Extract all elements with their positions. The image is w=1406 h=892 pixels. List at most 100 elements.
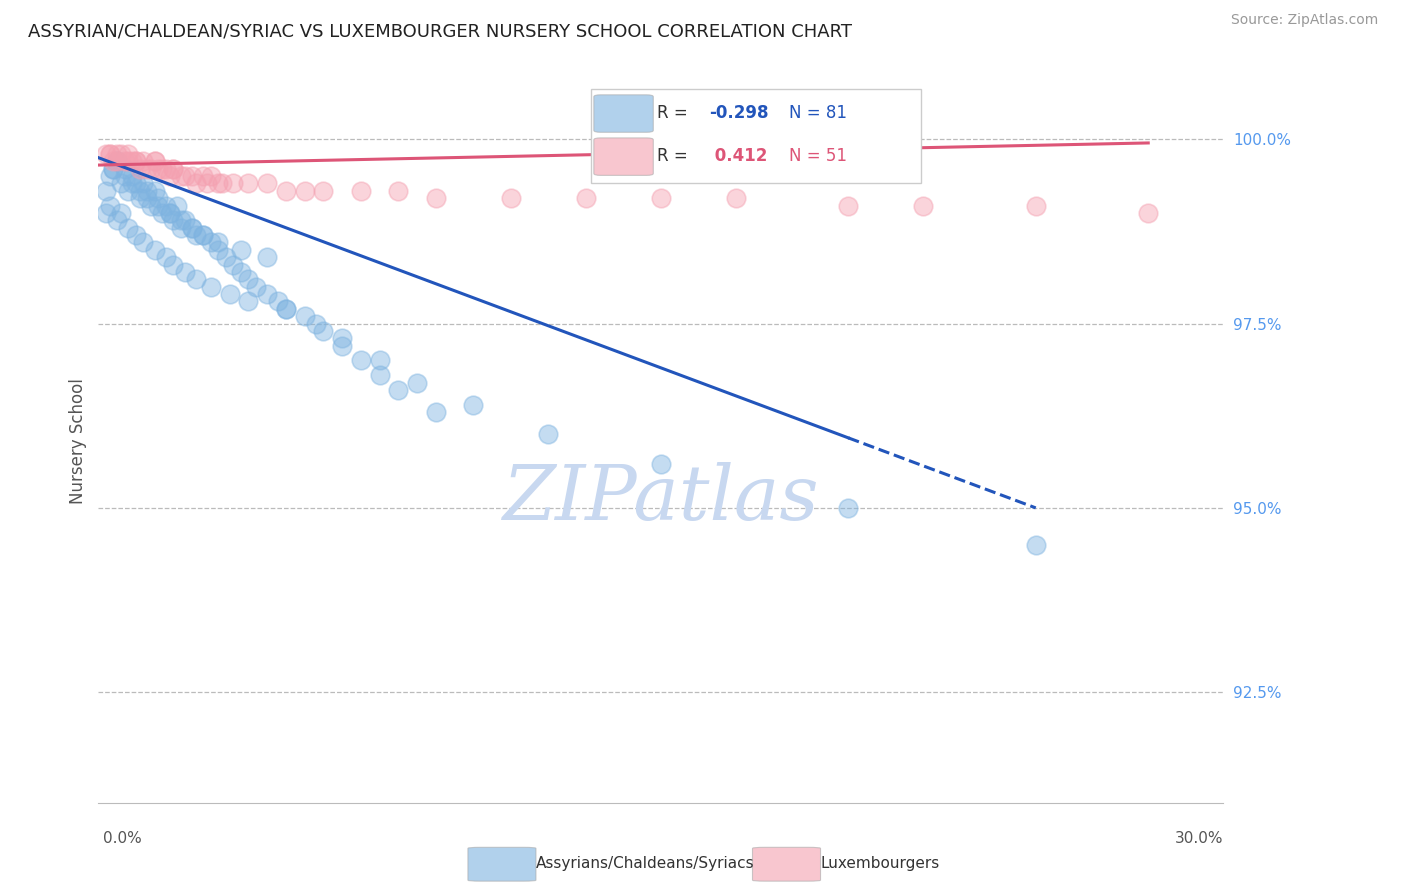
Point (274, 301, 297, 316)
Point (312, 324, 335, 338)
Point (170, 220, 193, 235)
Point (105, 154, 128, 169)
Point (114, 154, 136, 169)
Point (150, 161, 173, 176)
Point (207, 235, 229, 250)
Point (110, 147, 132, 161)
Point (425, 191, 447, 205)
Point (143, 184, 166, 198)
Point (215, 250, 238, 264)
Point (193, 228, 215, 243)
Point (1025, 199, 1047, 213)
Point (125, 154, 148, 169)
Point (195, 177, 218, 191)
Point (245, 279, 267, 293)
Point (387, 184, 409, 198)
Point (117, 220, 139, 235)
Point (173, 169, 195, 183)
Point (94, 206, 117, 220)
Point (103, 154, 125, 169)
Point (128, 191, 150, 205)
Point (98, 147, 121, 161)
Point (837, 500, 859, 515)
Point (294, 184, 316, 198)
Point (368, 368, 391, 383)
Point (159, 169, 181, 183)
Point (1025, 538, 1047, 552)
Point (128, 161, 150, 176)
Point (330, 331, 353, 345)
Point (256, 287, 278, 301)
Point (132, 154, 155, 169)
Point (94, 184, 117, 198)
Text: Source: ZipAtlas.com: Source: ZipAtlas.com (1230, 13, 1378, 28)
Point (368, 353, 391, 368)
Point (173, 213, 195, 227)
Point (200, 235, 222, 250)
Point (350, 353, 373, 368)
Point (312, 184, 335, 198)
Point (207, 243, 229, 257)
Point (117, 147, 139, 161)
Point (575, 191, 598, 205)
Point (184, 228, 207, 243)
Point (499, 191, 522, 205)
Point (256, 250, 278, 264)
Point (125, 228, 148, 243)
Point (1137, 206, 1160, 220)
Point (181, 220, 204, 235)
Point (162, 161, 184, 176)
Point (350, 184, 373, 198)
Point (218, 287, 240, 301)
Point (162, 213, 184, 227)
Text: -0.298: -0.298 (710, 104, 769, 122)
Point (136, 191, 159, 205)
Point (105, 213, 128, 227)
Point (912, 199, 935, 213)
Point (200, 279, 222, 293)
Point (463, 398, 485, 412)
Point (136, 161, 159, 176)
Point (125, 177, 148, 191)
FancyBboxPatch shape (468, 847, 536, 881)
Point (229, 243, 252, 257)
Point (200, 169, 222, 183)
Text: Assyrians/Chaldeans/Syriacs: Assyrians/Chaldeans/Syriacs (536, 855, 755, 871)
Point (155, 161, 177, 176)
Point (650, 191, 672, 205)
Point (170, 213, 193, 227)
FancyBboxPatch shape (752, 847, 821, 881)
Point (110, 177, 132, 191)
Text: R =: R = (657, 147, 693, 165)
Point (274, 184, 297, 198)
Point (98, 199, 121, 213)
Point (211, 177, 233, 191)
Point (425, 405, 447, 419)
Point (274, 301, 297, 316)
Point (148, 191, 170, 205)
Point (132, 177, 155, 191)
Point (330, 339, 353, 353)
Point (150, 206, 173, 220)
Point (184, 177, 207, 191)
Text: 30.0%: 30.0% (1175, 831, 1223, 846)
Point (267, 294, 290, 309)
Point (724, 191, 747, 205)
Point (121, 177, 143, 191)
Point (121, 169, 143, 183)
Point (170, 169, 193, 183)
Point (121, 154, 143, 169)
Point (173, 265, 195, 279)
Point (143, 154, 166, 169)
Point (159, 206, 181, 220)
Point (148, 161, 170, 176)
Point (148, 199, 170, 213)
Point (98, 147, 121, 161)
Text: 0.412: 0.412 (710, 147, 768, 165)
Point (114, 161, 136, 176)
Point (128, 184, 150, 198)
Point (305, 317, 328, 331)
Point (184, 272, 207, 286)
Point (207, 177, 229, 191)
Point (103, 161, 125, 176)
